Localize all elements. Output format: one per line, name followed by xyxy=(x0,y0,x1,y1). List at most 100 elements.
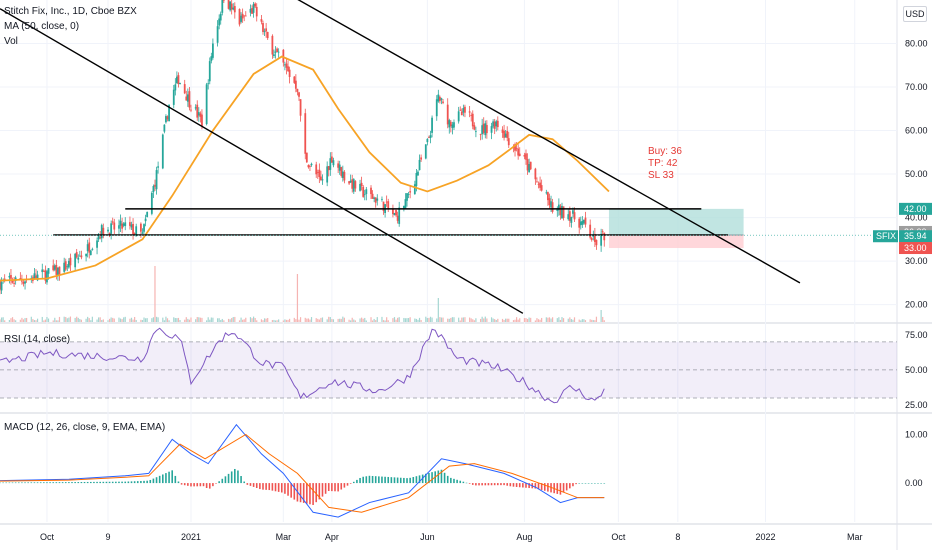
volume-bar xyxy=(350,320,352,322)
volume-bar xyxy=(442,317,444,322)
macd-histogram-bar xyxy=(518,483,521,488)
volume-bar xyxy=(472,319,474,322)
macd-histogram-bar xyxy=(306,483,308,504)
candle-body xyxy=(307,165,310,168)
volume-bar xyxy=(337,318,339,322)
candle-body xyxy=(365,189,368,195)
volume-bar xyxy=(195,319,197,322)
candle-body xyxy=(600,233,603,246)
volume-bar xyxy=(30,316,32,322)
volume-bar xyxy=(282,320,284,322)
macd-histogram-bar xyxy=(99,481,101,484)
volume-bar xyxy=(168,320,170,322)
volume-bar xyxy=(310,317,313,322)
candle-body xyxy=(514,144,516,151)
price-axes[interactable]: 20.00 30.00 40.00 50.00 60.00 70.00 80.00 25.00… xyxy=(873,39,932,489)
volume-bar xyxy=(245,317,247,322)
candle-body xyxy=(265,28,268,32)
volume-bar xyxy=(486,318,488,322)
volume-bar xyxy=(271,320,273,322)
volume-bar xyxy=(339,318,341,322)
volume-bar xyxy=(381,316,383,322)
macd-histogram-bar xyxy=(165,473,167,484)
candle-body xyxy=(393,213,396,216)
time-axis[interactable]: Oct 9 2021 Mar Apr Jun Aug Oct 8 2022 Mar xyxy=(40,532,863,542)
candle-body xyxy=(266,31,269,39)
drawn-trendlines[interactable] xyxy=(0,0,897,314)
candle-body xyxy=(13,283,15,284)
candle-body xyxy=(110,223,113,234)
candle-body xyxy=(382,201,385,212)
macd-histogram-bar xyxy=(255,483,258,488)
volume-bar xyxy=(52,320,54,322)
volume-bar xyxy=(431,317,433,322)
volume-bar xyxy=(361,317,363,322)
candle-body xyxy=(107,229,109,232)
candle-body xyxy=(473,125,476,130)
candle-body xyxy=(584,217,587,225)
volume-bar xyxy=(447,318,449,322)
macd-histogram-bar xyxy=(352,481,355,484)
candle-body xyxy=(603,232,606,241)
volume-bar xyxy=(426,318,428,322)
volume-bar xyxy=(484,316,486,322)
macd-histogram-bar xyxy=(572,483,574,487)
macd-histogram-bar xyxy=(315,483,318,503)
signal-line xyxy=(0,433,605,513)
macd-histogram-bar xyxy=(183,483,186,486)
macd-histogram-bar xyxy=(365,476,368,484)
candle-body xyxy=(559,206,562,216)
volume-bar xyxy=(528,317,530,322)
candle-body xyxy=(144,218,147,222)
candle-body xyxy=(296,88,299,92)
candle-body xyxy=(36,274,39,281)
macd-tick-label: 10.00 xyxy=(905,429,928,439)
macd-histogram-bar xyxy=(49,482,51,484)
volume-bar xyxy=(102,319,104,322)
candle-body xyxy=(568,211,571,221)
candle-body xyxy=(503,130,505,138)
candle-body xyxy=(63,262,66,272)
macd-histogram-bar xyxy=(93,481,95,484)
volume-bar xyxy=(174,318,176,322)
candle-body xyxy=(124,222,127,227)
volume-bar xyxy=(229,319,231,322)
candle-body xyxy=(207,83,210,85)
macd-histogram-bar xyxy=(190,483,192,487)
symbol-label-box xyxy=(873,230,898,243)
candle-body xyxy=(46,271,48,283)
macd-histogram-bar xyxy=(594,483,596,484)
volume-bar xyxy=(24,318,26,322)
candle-body xyxy=(8,275,11,278)
volume-bar xyxy=(304,317,306,322)
volume-bar xyxy=(589,319,591,322)
volume-bar xyxy=(570,319,572,322)
currency-button[interactable]: USD xyxy=(903,6,927,22)
time-tick-label: Apr xyxy=(325,532,339,542)
volume-bar xyxy=(420,319,422,322)
volume-bar xyxy=(273,319,275,322)
candle-body xyxy=(166,116,169,120)
sl-label: SL 33 xyxy=(648,170,674,181)
candle-body xyxy=(363,194,366,196)
macd-histogram-bar xyxy=(202,483,205,487)
volume-bar xyxy=(77,317,79,322)
trendline xyxy=(297,0,801,284)
macd-histogram-bar xyxy=(180,483,183,485)
candle-body xyxy=(435,99,438,117)
candle-body xyxy=(130,224,133,228)
macd-histogram-bar xyxy=(396,477,399,484)
volume-bar xyxy=(492,318,494,322)
candle-body xyxy=(88,242,91,253)
volume-bar xyxy=(210,317,212,322)
volume-bar xyxy=(354,320,356,322)
macd-histogram-bar xyxy=(237,470,239,484)
candle-body xyxy=(548,198,551,206)
candle-body xyxy=(24,281,26,284)
volume-bar xyxy=(101,320,103,322)
time-tick-label: Mar xyxy=(847,532,863,542)
candle-body xyxy=(493,121,496,129)
macd-histogram-bar xyxy=(2,482,4,484)
